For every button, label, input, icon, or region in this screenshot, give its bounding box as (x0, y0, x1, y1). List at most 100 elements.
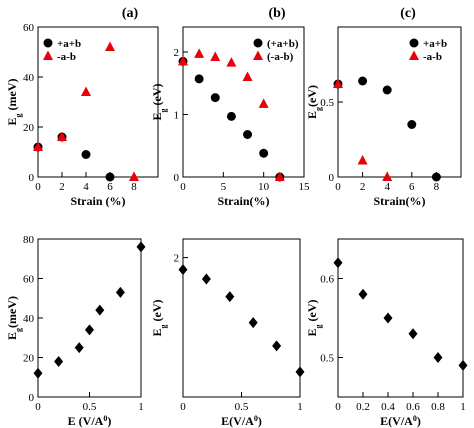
data-point (226, 57, 237, 67)
data-point (259, 148, 269, 158)
data-point (33, 141, 43, 151)
y-axis-label: Eg (eV) (150, 299, 168, 336)
series-1 (33, 132, 115, 182)
x-tick-label: 1 (297, 401, 303, 413)
y-tick-label: 0.6 (320, 274, 334, 286)
data-point (136, 241, 146, 253)
y-tick-label: 60 (23, 22, 35, 34)
data-point (43, 50, 53, 60)
series-1 (178, 56, 285, 182)
x-axis-label: Strain(%) (218, 194, 270, 208)
x-axis-label: E(V/A0) (380, 414, 421, 428)
y-tick-label: 40 (23, 313, 35, 325)
data-point (382, 85, 392, 95)
y-tick-label: 2 (174, 253, 180, 265)
data-point (129, 171, 139, 181)
panel-label-c: (c) (400, 6, 416, 21)
y-tick-label: 60 (23, 274, 35, 286)
data-point (295, 366, 305, 378)
data-point (178, 264, 188, 276)
data-point (105, 41, 115, 51)
x-tick-label: 6 (409, 181, 415, 193)
x-axis-label: E(V/A0) (221, 414, 262, 428)
x-axis-label: Strain(%) (374, 194, 426, 208)
y-axis-label: Eg (eV) (150, 83, 168, 120)
y-axis-label: Eg(meV) (5, 296, 23, 340)
y-tick-label: 0 (329, 172, 335, 184)
data-point (201, 273, 211, 285)
x-tick-label: 0 (335, 401, 341, 413)
data-point (194, 74, 204, 84)
data-point (383, 312, 393, 324)
y-tick-label: 2 (174, 47, 180, 59)
data-point (407, 120, 417, 129)
x-tick-label: 0.5 (83, 401, 97, 413)
data-point (433, 352, 443, 363)
x-tick-label: 1 (460, 401, 466, 413)
x-tick-label: 15 (299, 181, 311, 193)
series-1 (178, 264, 305, 378)
data-point (210, 93, 220, 103)
x-tick-label: 2 (59, 181, 65, 193)
panel-label-b: (b) (268, 6, 285, 21)
data-point (194, 48, 205, 58)
x-tick-label: 6 (107, 181, 113, 193)
plot-frame (37, 26, 159, 178)
data-point (272, 340, 282, 352)
data-point (178, 55, 188, 66)
x-tick-label: 0 (35, 401, 41, 413)
x-tick-label: 5 (221, 181, 227, 193)
series-1 (33, 241, 146, 379)
legend-label: (-a-b) (267, 51, 294, 63)
x-tick-label: 2 (360, 181, 366, 193)
data-point (248, 317, 258, 329)
data-point (253, 50, 263, 60)
y-axis-label: Eg (eV) (305, 299, 323, 336)
x-tick-label: 8 (434, 181, 440, 193)
data-point (81, 86, 91, 96)
data-point (242, 71, 253, 81)
x-tick-label: 0.2 (356, 401, 370, 413)
y-tick-label: 20 (23, 122, 35, 134)
plot-frame (182, 238, 301, 398)
y-axis-label: Eg(eV) (305, 85, 323, 119)
x-tick-label: 0 (35, 181, 41, 193)
x-tick-label: 0.4 (381, 401, 395, 413)
y-tick-label: 1 (174, 110, 180, 122)
x-tick-label: 0.5 (235, 401, 249, 413)
y-tick-label: 20 (23, 353, 35, 365)
legend-label: (+a+b) (267, 38, 299, 50)
data-point (57, 131, 67, 141)
legend-label: -a-b (423, 51, 442, 63)
data-point (258, 98, 269, 108)
data-point (358, 288, 368, 300)
chart-1: 0 2 4 6 8 0 20 40 60 Strain (%) Eg (meV) +a+b-a-b (5, 22, 159, 208)
x-tick-label: 0.8 (431, 401, 445, 413)
data-point (81, 150, 91, 159)
data-point (333, 78, 343, 88)
plot-frame (37, 238, 142, 398)
data-point (54, 355, 64, 367)
data-point (358, 76, 368, 86)
x-tick-label: 4 (83, 181, 89, 193)
data-point (74, 342, 84, 354)
data-point (333, 257, 343, 269)
data-point (226, 111, 236, 121)
data-point (253, 38, 263, 48)
data-point (210, 51, 221, 61)
series-2 (178, 48, 285, 181)
data-point (431, 172, 441, 182)
chart-6: 0 0.2 0.4 0.6 0.8 10.50.6E(V/A0)Eg (eV) (305, 238, 468, 428)
data-point (409, 38, 419, 48)
data-point (382, 171, 393, 181)
x-tick-label: 8 (131, 181, 137, 193)
y-axis-label: Eg (meV) (5, 79, 23, 126)
x-tick-label: 4 (384, 181, 390, 193)
data-point (43, 38, 53, 48)
data-point (357, 155, 368, 165)
data-point (225, 291, 235, 303)
chart-4: 0 0.5 1 0 20 40 60 80 E (V/A0) Eg(meV) (5, 234, 146, 428)
data-point (408, 328, 418, 340)
y-tick-label: 0 (29, 172, 35, 184)
